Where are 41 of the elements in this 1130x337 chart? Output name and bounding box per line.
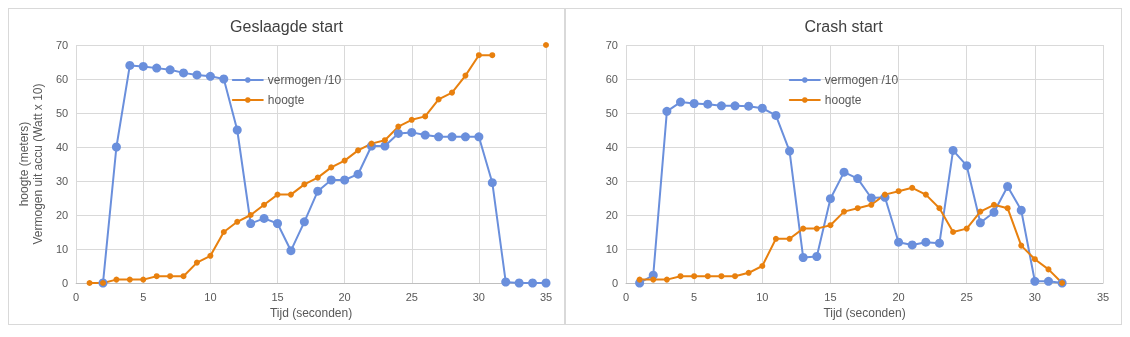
y-tick-label: 50: [55, 107, 69, 119]
x-tick-label: 30: [472, 290, 485, 303]
y-tick-label: 0: [62, 277, 69, 289]
x-axis-title: Tijd (seconden): [269, 306, 353, 320]
y-tick-label: 40: [605, 141, 618, 153]
x-tick-label: 35: [1096, 290, 1110, 303]
y-tick-label: 50: [605, 107, 618, 119]
x-tick-label: 35: [539, 290, 553, 303]
x-tick-label: 10: [756, 290, 769, 303]
legend-label: vermogen /10: [824, 73, 899, 87]
x-tick-label: 0: [73, 290, 80, 303]
x-tick-label: 5: [691, 290, 698, 303]
x-tick-label: 20: [338, 290, 351, 303]
legend-label: vermogen /10: [267, 73, 342, 87]
y-tick-label: 30: [605, 175, 618, 187]
x-axis-title: Tijd (seconden): [823, 306, 906, 320]
legend-label: hoogte: [267, 93, 305, 107]
y-axis-title: hoogte (meters) Vermogen uit accu (Watt x 10): [17, 83, 45, 245]
x-tick-label: 10: [204, 290, 217, 303]
x-tick-label: 30: [1028, 290, 1041, 303]
y-tick-label: 20: [605, 209, 618, 221]
x-tick-label: 25: [960, 290, 973, 303]
y-tick-label: 70: [605, 39, 618, 51]
y-tick-label: 10: [605, 243, 618, 255]
y-tick-label: 0: [611, 277, 618, 289]
y-tick-label: 30: [55, 175, 69, 187]
x-tick-label: 5: [140, 290, 147, 303]
y-tick-label: 40: [55, 141, 69, 153]
y-tick-label: 10: [55, 243, 69, 255]
x-tick-label: 15: [271, 290, 284, 303]
y-tick-label: 70: [55, 39, 69, 51]
x-tick-label: 0: [622, 290, 630, 303]
y-tick-label: 20: [55, 209, 69, 221]
y-tick-label: 60: [55, 73, 69, 85]
legend-label: hoogte: [824, 93, 862, 107]
chart-title: Geslaagde start: [230, 17, 344, 35]
y-tick-label: 60: [605, 73, 618, 85]
x-tick-label: 20: [892, 290, 905, 303]
x-tick-label: 25: [405, 290, 418, 303]
chart-title: Crash start: [804, 17, 884, 35]
x-tick-label: 15: [824, 290, 837, 303]
